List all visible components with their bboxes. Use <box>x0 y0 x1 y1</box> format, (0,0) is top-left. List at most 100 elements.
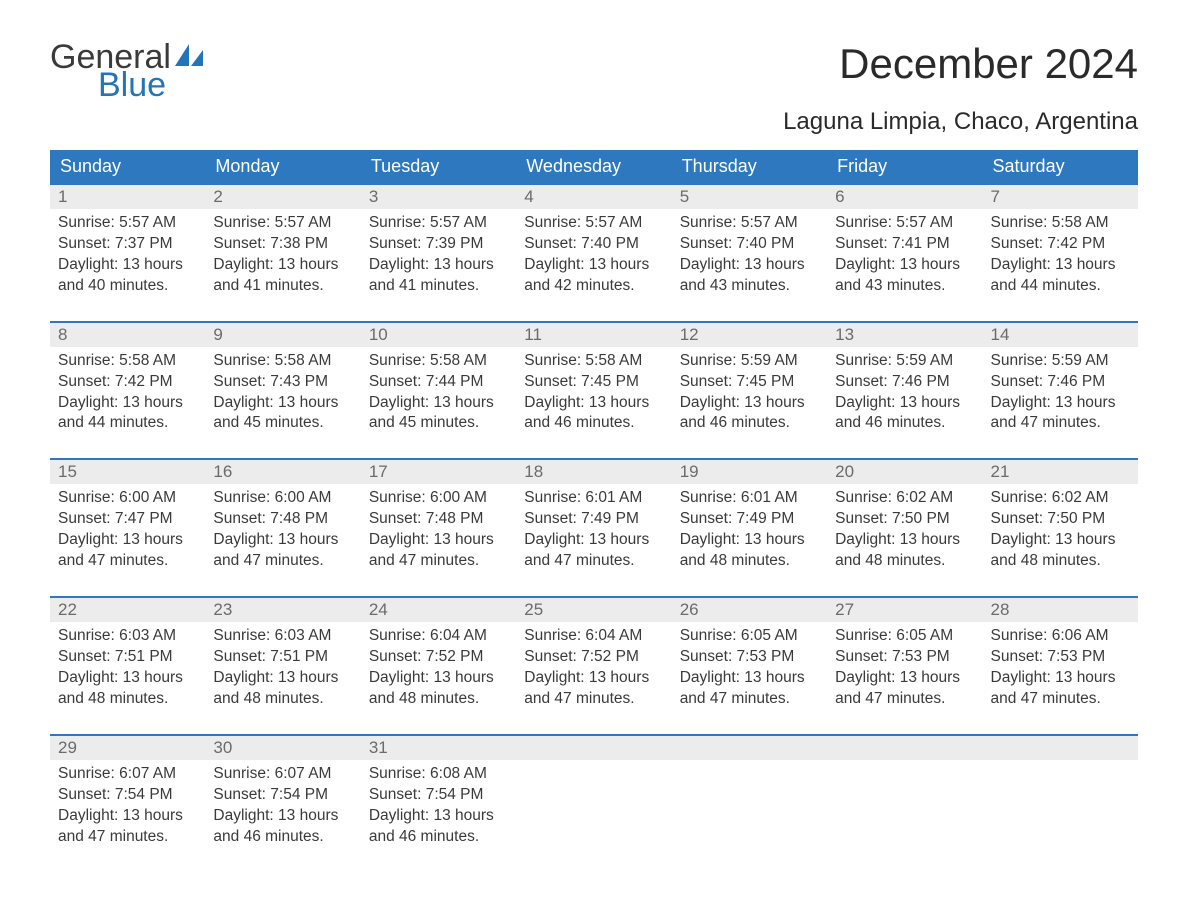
sunrise-line: Sunrise: 6:01 AM <box>524 488 663 509</box>
day-number: 10 <box>361 323 516 347</box>
sunrise-line: Sunrise: 6:00 AM <box>213 488 352 509</box>
daylight-line-1: Daylight: 13 hours <box>58 530 197 551</box>
daylight-line-2: and 48 minutes. <box>680 551 819 572</box>
daylight-line-1: Daylight: 13 hours <box>369 530 508 551</box>
day-cell: 15 Sunrise: 6:00 AMSunset: 7:47 PMDayligh… <box>50 460 205 578</box>
day-number: 16 <box>205 460 360 484</box>
sunrise-line: Sunrise: 5:57 AM <box>58 213 197 234</box>
day-cell: 19Sunrise: 6:01 AMSunset: 7:49 PMDayligh… <box>672 460 827 578</box>
daylight-line-2: and 43 minutes. <box>835 276 974 297</box>
daylight-line-2: and 48 minutes. <box>369 689 508 710</box>
daylight-line-1: Daylight: 13 hours <box>213 806 352 827</box>
day-number <box>983 736 1138 760</box>
sunset-line: Sunset: 7:44 PM <box>369 372 508 393</box>
daylight-line-1: Daylight: 13 hours <box>524 530 663 551</box>
day-number: 21 <box>983 460 1138 484</box>
sunrise-line: Sunrise: 5:58 AM <box>58 351 197 372</box>
day-number <box>672 736 827 760</box>
day-cell <box>516 736 671 854</box>
sunset-line: Sunset: 7:40 PM <box>524 234 663 255</box>
sunset-line: Sunset: 7:37 PM <box>58 234 197 255</box>
day-number: 7 <box>983 185 1138 209</box>
sunset-line: Sunset: 7:54 PM <box>213 785 352 806</box>
week-row: 22Sunrise: 6:03 AMSunset: 7:51 PMDayligh… <box>50 596 1138 716</box>
sunrise-line: Sunrise: 5:58 AM <box>369 351 508 372</box>
sunrise-line: Sunrise: 6:02 AM <box>991 488 1130 509</box>
sunrise-line: Sunrise: 6:00 AM <box>58 488 197 509</box>
week-row: 8Sunrise: 5:58 AMSunset: 7:42 PMDaylight… <box>50 321 1138 441</box>
day-cell <box>827 736 982 854</box>
daylight-line-1: Daylight: 13 hours <box>213 255 352 276</box>
day-cell: 10Sunrise: 5:58 AMSunset: 7:44 PMDayligh… <box>361 323 516 441</box>
weeks-container: 1Sunrise: 5:57 AMSunset: 7:37 PMDaylight… <box>50 183 1138 853</box>
weekday-header: Saturday <box>983 150 1138 183</box>
week-row: 15Sunrise: 6:00 AMSunset: 7:47 PMDayligh… <box>50 458 1138 578</box>
sunset-line: Sunset: 7:42 PM <box>58 372 197 393</box>
logo-text-blue: Blue <box>98 68 166 102</box>
sunrise-line: Sunrise: 6:04 AM <box>524 626 663 647</box>
daylight-line-2: and 44 minutes. <box>991 276 1130 297</box>
day-number: 12 <box>672 323 827 347</box>
daylight-line-2: and 47 minutes. <box>524 689 663 710</box>
day-cell: 5Sunrise: 5:57 AMSunset: 7:40 PMDaylight… <box>672 185 827 303</box>
sunset-line: Sunset: 7:49 PM <box>680 509 819 530</box>
day-body: Sunrise: 6:07 AMSunset: 7:54 PMDaylight:… <box>50 760 205 854</box>
day-body: Sunrise: 5:57 AMSunset: 7:40 PMDaylight:… <box>516 209 671 303</box>
sunrise-line: Sunrise: 6:01 AM <box>680 488 819 509</box>
day-cell: 30Sunrise: 6:07 AMSunset: 7:54 PMDayligh… <box>205 736 360 854</box>
day-body: Sunrise: 5:57 AMSunset: 7:38 PMDaylight:… <box>205 209 360 303</box>
sunrise-line: Sunrise: 6:03 AM <box>58 626 197 647</box>
day-number: 6 <box>827 185 982 209</box>
sunrise-line: Sunrise: 6:02 AM <box>835 488 974 509</box>
sunrise-line: Sunrise: 5:57 AM <box>213 213 352 234</box>
sunrise-line: Sunrise: 5:57 AM <box>369 213 508 234</box>
day-body: Sunrise: 5:58 AMSunset: 7:44 PMDaylight:… <box>361 347 516 441</box>
day-cell: 7Sunrise: 5:58 AMSunset: 7:42 PMDaylight… <box>983 185 1138 303</box>
sail-icon <box>175 44 205 72</box>
daylight-line-2: and 47 minutes. <box>991 413 1130 434</box>
sunset-line: Sunset: 7:45 PM <box>680 372 819 393</box>
day-number: 11 <box>516 323 671 347</box>
day-number: 24 <box>361 598 516 622</box>
day-cell: 6Sunrise: 5:57 AMSunset: 7:41 PMDaylight… <box>827 185 982 303</box>
sunset-line: Sunset: 7:53 PM <box>680 647 819 668</box>
day-number: 27 <box>827 598 982 622</box>
day-cell <box>672 736 827 854</box>
daylight-line-1: Daylight: 13 hours <box>680 393 819 414</box>
sunset-line: Sunset: 7:45 PM <box>524 372 663 393</box>
day-body: Sunrise: 6:04 AMSunset: 7:52 PMDaylight:… <box>516 622 671 716</box>
day-cell: 4Sunrise: 5:57 AMSunset: 7:40 PMDaylight… <box>516 185 671 303</box>
day-cell: 22Sunrise: 6:03 AMSunset: 7:51 PMDayligh… <box>50 598 205 716</box>
daylight-line-1: Daylight: 13 hours <box>213 393 352 414</box>
daylight-line-1: Daylight: 13 hours <box>680 255 819 276</box>
daylight-line-1: Daylight: 13 hours <box>213 668 352 689</box>
sunrise-line: Sunrise: 6:05 AM <box>835 626 974 647</box>
day-number: 4 <box>516 185 671 209</box>
daylight-line-2: and 47 minutes. <box>58 827 197 848</box>
sunset-line: Sunset: 7:54 PM <box>58 785 197 806</box>
sunset-line: Sunset: 7:47 PM <box>58 509 197 530</box>
day-number: 28 <box>983 598 1138 622</box>
day-body: Sunrise: 6:05 AMSunset: 7:53 PMDaylight:… <box>672 622 827 716</box>
sunset-line: Sunset: 7:46 PM <box>835 372 974 393</box>
day-cell: 12 Sunrise: 5:59 AMSunset: 7:45 PMDayligh… <box>672 323 827 441</box>
sunset-line: Sunset: 7:54 PM <box>369 785 508 806</box>
sunrise-line: Sunrise: 5:59 AM <box>680 351 819 372</box>
weekday-header: Friday <box>827 150 982 183</box>
day-number: 29 <box>50 736 205 760</box>
sunrise-line: Sunrise: 5:59 AM <box>835 351 974 372</box>
day-cell: 27Sunrise: 6:05 AMSunset: 7:53 PMDayligh… <box>827 598 982 716</box>
page-title: December 2024 <box>839 40 1138 88</box>
daylight-line-1: Daylight: 13 hours <box>58 668 197 689</box>
weekday-header: Sunday <box>50 150 205 183</box>
sunrise-line: Sunrise: 5:57 AM <box>680 213 819 234</box>
day-body: Sunrise: 6:07 AMSunset: 7:54 PMDaylight:… <box>205 760 360 854</box>
day-body: Sunrise: 5:58 AMSunset: 7:43 PMDaylight:… <box>205 347 360 441</box>
sunset-line: Sunset: 7:51 PM <box>58 647 197 668</box>
day-body: Sunrise: 5:57 AMSunset: 7:41 PMDaylight:… <box>827 209 982 303</box>
day-number: 15 <box>50 460 205 484</box>
sunset-line: Sunset: 7:53 PM <box>835 647 974 668</box>
daylight-line-1: Daylight: 13 hours <box>680 668 819 689</box>
logo: General Blue <box>50 40 205 102</box>
day-cell: 25Sunrise: 6:04 AMSunset: 7:52 PMDayligh… <box>516 598 671 716</box>
